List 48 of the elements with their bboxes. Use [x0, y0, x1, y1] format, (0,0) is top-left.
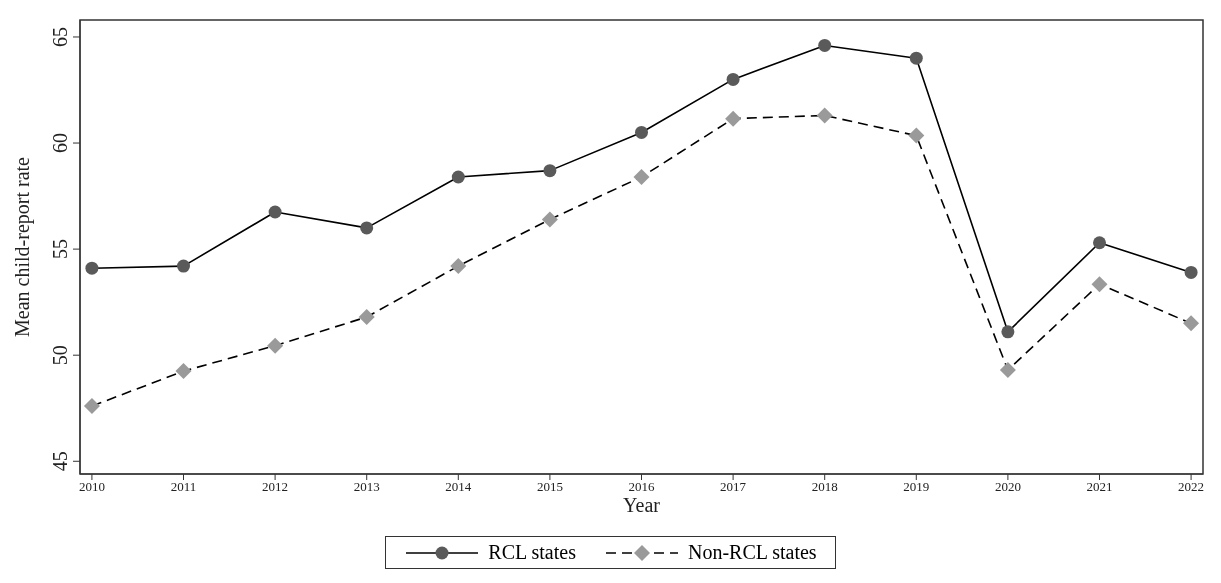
point — [816, 107, 833, 124]
legend-label: RCL states — [488, 541, 576, 564]
x-tick-label: 2015 — [536, 479, 563, 495]
point — [1184, 265, 1198, 279]
point — [999, 362, 1016, 379]
point — [908, 127, 925, 144]
x-tick-label: 2017 — [720, 479, 747, 495]
point — [726, 72, 740, 86]
point — [267, 337, 284, 354]
point — [818, 38, 832, 52]
point — [725, 110, 742, 127]
point — [175, 363, 192, 380]
x-tick-label: 2022 — [1178, 479, 1205, 495]
x-axis-title: Year — [623, 494, 661, 516]
point — [83, 398, 100, 415]
y-tick-label: 60 — [49, 133, 71, 154]
x-tick-label: 2020 — [994, 479, 1021, 495]
y-tick-label: 45 — [49, 451, 71, 472]
x-tick-label: 2016 — [628, 479, 655, 495]
x-tick-label: 2013 — [353, 479, 380, 495]
point — [451, 170, 465, 184]
x-tick-label: 2019 — [903, 479, 930, 495]
point — [360, 221, 374, 235]
x-tick-label: 2010 — [78, 479, 105, 495]
point — [85, 261, 99, 275]
y-axis-title: Mean child-report rate — [11, 156, 35, 337]
y-tick-label: 65 — [49, 26, 71, 47]
point — [450, 258, 467, 275]
x-tick-label: 2012 — [262, 479, 289, 495]
point — [541, 211, 558, 228]
point — [1183, 315, 1200, 332]
point — [358, 309, 375, 326]
point — [635, 125, 648, 139]
x-tick-label: 2014 — [445, 479, 472, 495]
point — [1091, 276, 1108, 293]
point — [909, 51, 923, 65]
point — [633, 168, 650, 185]
point — [177, 259, 191, 273]
legend-label: Non-RCL states — [687, 541, 817, 564]
point — [543, 164, 557, 178]
x-tick-label: 2011 — [170, 479, 197, 495]
y-tick-label: 55 — [49, 239, 71, 260]
point — [1092, 236, 1106, 250]
point — [268, 205, 282, 219]
y-tick-label: 50 — [49, 345, 71, 366]
x-tick-label: 2018 — [811, 479, 838, 495]
point — [1001, 325, 1015, 339]
x-tick-label: 2021 — [1086, 479, 1113, 495]
